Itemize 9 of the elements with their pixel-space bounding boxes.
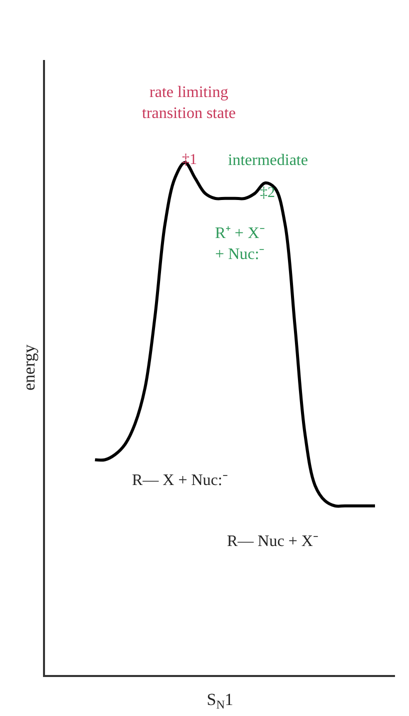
annotation: R— X + Nuc:⁻ [132, 472, 228, 489]
annotation: ‡1 [182, 152, 197, 168]
annotation: R⁺ + X⁻ + Nuc:⁻ [215, 225, 264, 263]
annotation: intermediate [228, 152, 308, 169]
y-axis-title: energy [19, 344, 38, 390]
annotation: R— Nuc + X⁻ [227, 533, 318, 550]
annotation: ‡2 [260, 185, 275, 201]
text: rate limiting transition state [142, 84, 236, 122]
x-axis-title: S$_{N}$1 [206, 690, 234, 712]
